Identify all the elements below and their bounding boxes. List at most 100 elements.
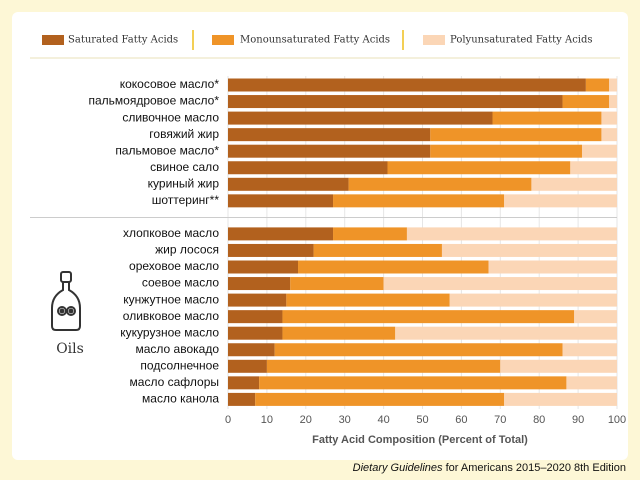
bar-segment	[500, 359, 617, 373]
x-tick-label: 80	[533, 414, 545, 426]
bar-segment	[228, 277, 291, 291]
bar-segment	[290, 277, 384, 291]
bar-segment	[601, 128, 617, 142]
x-tick-label: 50	[416, 414, 428, 426]
x-tick-label: 0	[225, 414, 231, 426]
legend-swatch	[212, 35, 234, 45]
bar-segment	[266, 359, 501, 373]
bar-segment	[228, 392, 256, 406]
y-tick-label: жир лосося	[155, 243, 219, 257]
bar-segment	[228, 78, 586, 92]
bar-segment	[395, 326, 617, 340]
x-tick-label: 40	[377, 414, 389, 426]
y-tick-label: пальмовое масло*	[115, 143, 219, 157]
bar-segment	[492, 111, 602, 125]
bar-segment	[228, 326, 283, 340]
x-tick-label: 70	[494, 414, 506, 426]
bar-segment	[488, 260, 617, 274]
source: Dietary Guidelines for Americans 2015–20…	[353, 462, 626, 474]
bar-segment	[531, 177, 617, 191]
legend-label: Saturated Fatty Acids	[68, 35, 178, 46]
bar-segment	[228, 243, 314, 257]
bar-segment	[441, 243, 617, 257]
bar-segment	[228, 128, 431, 142]
y-tick-label: куриный жир	[148, 176, 220, 190]
bar-segment	[601, 111, 617, 125]
y-tick-label: масло авокадо	[135, 342, 219, 356]
bar-segment	[585, 78, 610, 92]
x-tick-label: 10	[261, 414, 273, 426]
bar-segment	[274, 343, 563, 357]
bar-segment	[298, 260, 489, 274]
bar-segment	[609, 95, 617, 109]
oil-icon	[51, 271, 81, 331]
bar-segment	[228, 227, 334, 241]
bar-segment	[609, 78, 617, 92]
bar-segment	[228, 144, 431, 158]
y-tick-label: говяжий жир	[149, 127, 219, 141]
y-tick-label: соевое масло	[142, 276, 219, 290]
bar-segment	[449, 293, 617, 307]
y-tick-label: кокосовое масло*	[120, 77, 220, 91]
bar-segment	[228, 95, 563, 109]
bar-segment	[282, 310, 575, 324]
bar-segment	[228, 161, 388, 175]
legend-label: Monounsaturated Fatty Acids	[240, 35, 390, 46]
bar-segment	[228, 111, 493, 125]
bar-segment	[282, 326, 396, 340]
bar-segment	[574, 310, 617, 324]
legend-swatch	[423, 35, 445, 45]
bar-segment	[228, 293, 287, 307]
y-tick-label: оливковое масло	[123, 309, 220, 323]
bar-segment	[228, 359, 267, 373]
bar-segment	[430, 144, 582, 158]
y-tick-label: шоттеринг**	[152, 193, 220, 207]
y-tick-label: кукурузное масло	[120, 325, 219, 339]
y-tick-label: масло сафлоры	[130, 375, 219, 389]
bar-segment	[228, 310, 283, 324]
bar-segment	[333, 194, 505, 208]
y-tick-label: сливочное масло	[122, 110, 219, 124]
bar-segment	[286, 293, 450, 307]
bar-segment	[504, 194, 617, 208]
bar-segment	[383, 277, 617, 291]
icon-label: Oils	[56, 341, 84, 357]
x-tick-label: 90	[572, 414, 584, 426]
bar-segment	[562, 95, 610, 109]
bar-segment	[562, 343, 617, 357]
source-italic: Dietary Guidelines	[353, 462, 443, 474]
x-axis-label: Fatty Acid Composition (Percent of Total…	[312, 434, 528, 446]
x-tick-label: 20	[300, 414, 312, 426]
bar-segment	[259, 376, 567, 390]
x-tick-label: 60	[455, 414, 467, 426]
bar-segment	[228, 194, 334, 208]
bar-segment	[228, 343, 275, 357]
y-tick-label: масло канола	[142, 392, 219, 406]
bar-segment	[570, 161, 617, 175]
bar-segment	[313, 243, 442, 257]
bar-segment	[430, 128, 602, 142]
bar-segment	[566, 376, 617, 390]
bar-segment	[228, 376, 260, 390]
bar-segment	[348, 177, 532, 191]
bar-segment	[333, 227, 407, 241]
bar-segment	[228, 177, 349, 191]
y-tick-label: пальмоядровое масло*	[88, 94, 219, 108]
source-rest: for Americans 2015–2020 8th Edition	[443, 462, 626, 474]
y-tick-label: ореховое масло	[129, 259, 219, 273]
bar-segment	[228, 260, 299, 274]
bar-segment	[581, 144, 617, 158]
x-tick-label: 100	[608, 414, 626, 426]
legend-swatch	[42, 35, 64, 45]
bar-segment	[255, 392, 505, 406]
bar-segment	[504, 392, 617, 406]
y-tick-label: подсолнечное	[140, 358, 219, 372]
bar-segment	[406, 227, 617, 241]
y-tick-label: кунжутное масло	[123, 292, 219, 306]
x-tick-label: 30	[339, 414, 351, 426]
y-tick-label: хлопковое масло	[123, 226, 219, 240]
bar-segment	[387, 161, 571, 175]
legend-label: Polyunsaturated Fatty Acids	[450, 35, 593, 46]
y-tick-label: свиное сало	[150, 160, 219, 174]
